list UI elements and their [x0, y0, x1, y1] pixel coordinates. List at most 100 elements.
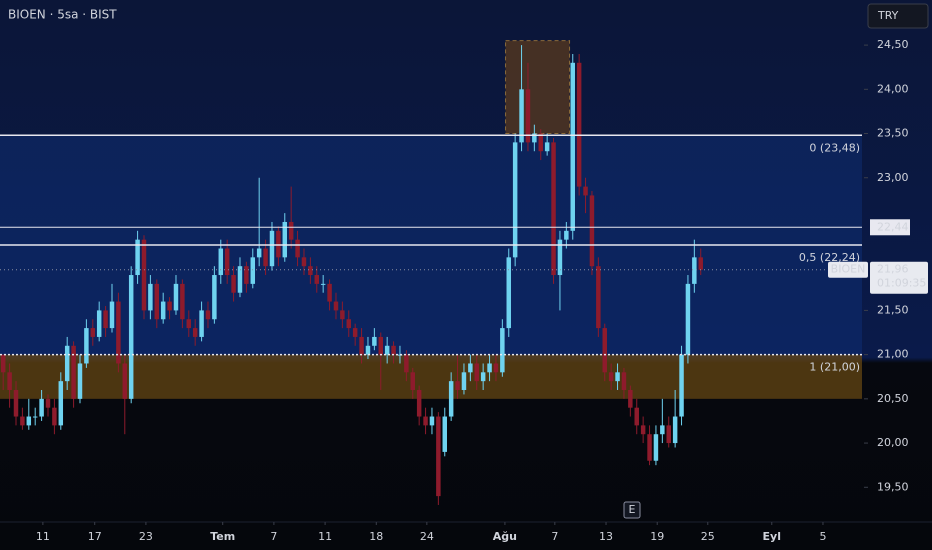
candle-body	[173, 283, 179, 311]
candle-body	[301, 257, 307, 267]
chart-title: BIOEN · 5sa · BIST	[8, 8, 117, 22]
last-price-tag	[870, 261, 928, 294]
candle-body	[13, 390, 19, 417]
candle-body	[698, 257, 703, 270]
candle-body	[103, 310, 108, 329]
candle-body	[96, 310, 102, 337]
candle-body	[365, 345, 371, 355]
candle-body	[474, 363, 479, 382]
candle-body	[378, 336, 384, 355]
candle-body	[570, 62, 575, 231]
candle-body	[512, 142, 518, 258]
candle-body	[256, 248, 262, 258]
candle-body	[192, 328, 198, 337]
candle-body	[583, 186, 588, 196]
candle-body	[397, 354, 403, 356]
candle-body	[544, 142, 550, 152]
candle-body	[20, 416, 25, 426]
fib-level-label: 0 (23,48)	[809, 141, 860, 154]
x-tick-label: 18	[369, 530, 383, 543]
candle-body	[128, 275, 134, 399]
countdown-label: 01:09:35	[877, 277, 926, 290]
price-line-tag	[870, 219, 910, 236]
candle-body	[250, 257, 256, 284]
candle-body	[167, 301, 172, 311]
candle-body	[436, 416, 441, 497]
candle-body	[7, 372, 12, 390]
candle-body	[352, 328, 358, 337]
candle-body	[26, 416, 32, 426]
candle-body	[135, 239, 140, 276]
candle-body	[660, 425, 665, 435]
candle-body	[314, 275, 320, 284]
x-tick-label: 5	[819, 530, 826, 543]
candle-body	[685, 283, 691, 355]
candle-body	[423, 416, 428, 426]
candle-body	[404, 354, 409, 373]
candle-body	[384, 345, 390, 355]
candle-body	[199, 310, 204, 337]
candle-body	[500, 328, 505, 373]
x-tick-label: 11	[318, 530, 332, 543]
y-tick-label: 20,00	[877, 436, 909, 449]
candle-body	[327, 283, 332, 302]
candle-body	[160, 301, 166, 320]
candle-body	[77, 363, 83, 399]
candle-body	[602, 328, 607, 373]
currency-label[interactable]: TRY	[877, 9, 899, 22]
candle-body	[679, 354, 684, 417]
candle-body	[84, 328, 89, 364]
candle-body	[244, 266, 249, 284]
candle-body	[320, 283, 326, 285]
candle-body	[647, 434, 652, 461]
candle-body	[308, 266, 313, 276]
candle-body	[532, 133, 537, 143]
currency-button[interactable]	[867, 3, 929, 29]
candle-body	[148, 283, 153, 311]
candle-body	[455, 381, 460, 390]
x-tick-label: 23	[139, 530, 153, 543]
candle-body	[391, 345, 396, 355]
candle-body	[205, 310, 211, 320]
x-tick-label: 25	[701, 530, 715, 543]
event-marker-label: E	[629, 503, 636, 516]
candle-body	[628, 390, 633, 408]
candle-body	[0, 354, 6, 373]
x-tick-label: 7	[270, 530, 277, 543]
candle-body	[640, 425, 646, 435]
candle-body	[295, 239, 300, 258]
candle-body	[333, 301, 339, 311]
candle-body	[237, 266, 243, 293]
x-tick-label: 13	[599, 530, 613, 543]
candle-body	[615, 372, 620, 382]
y-tick-label: 23,00	[877, 171, 909, 184]
candle-body	[224, 248, 230, 276]
price-line-label: 22,44	[877, 220, 909, 233]
candle-body	[141, 239, 147, 311]
symbol-label: BIOEN	[831, 263, 866, 276]
x-tick-label: 24	[420, 530, 434, 543]
candle-body	[32, 416, 38, 418]
candle-body	[71, 345, 76, 399]
candle-body	[461, 372, 467, 390]
event-marker	[623, 501, 641, 519]
candle-body	[90, 328, 96, 337]
candle-body	[218, 248, 224, 276]
x-tick-label: 19	[650, 530, 664, 543]
candle-body	[692, 257, 697, 284]
candle-body	[608, 372, 614, 382]
candle-body	[564, 230, 569, 240]
candle-body	[589, 195, 595, 267]
candle-body	[596, 266, 601, 329]
candle-body	[621, 372, 627, 390]
candle-body	[448, 381, 454, 417]
candle-body	[557, 239, 563, 276]
candle-body	[672, 416, 678, 444]
x-tick-label: Eyl	[763, 530, 781, 543]
candle-body	[58, 381, 64, 426]
fib-level-label: 0,5 (22,24)	[799, 251, 860, 264]
candle-body	[372, 336, 377, 346]
candle-body	[468, 363, 473, 373]
candle-body	[551, 142, 556, 276]
